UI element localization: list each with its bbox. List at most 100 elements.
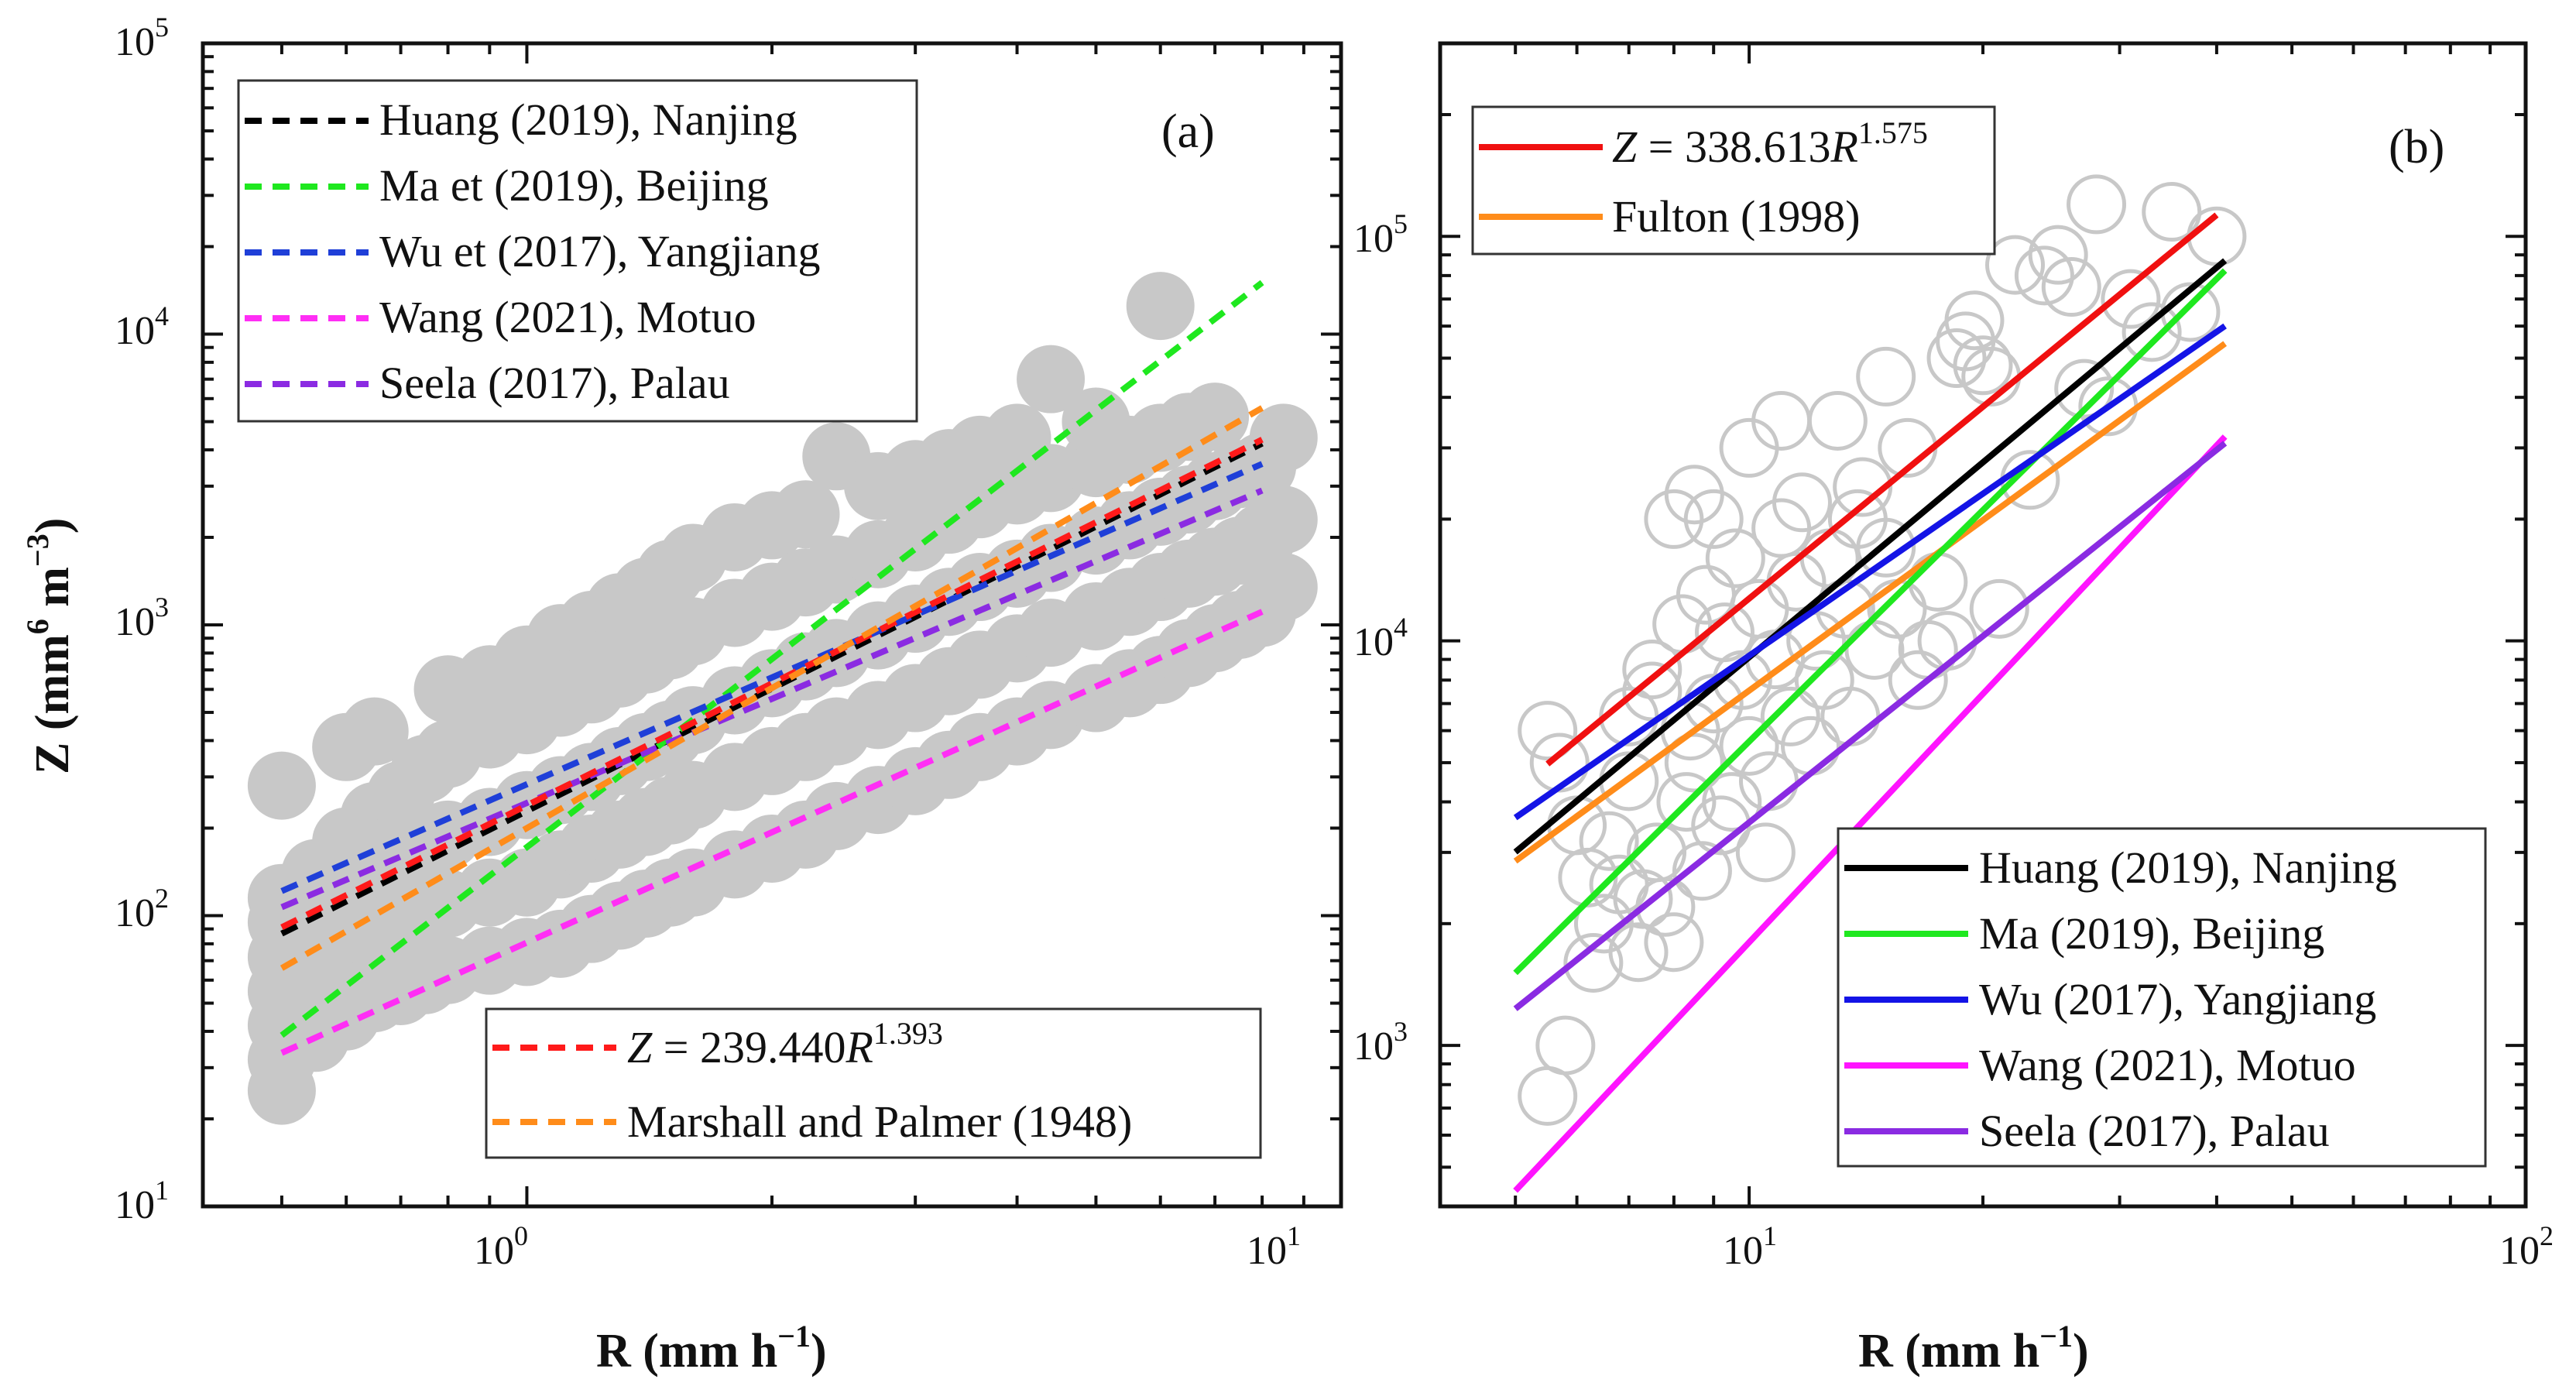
scatter-point xyxy=(1518,701,1578,761)
legend-label: Huang (2019), Nanjing xyxy=(1979,842,2397,893)
panel-b-xtick-label: 101 xyxy=(1723,1220,1777,1273)
scatter-point xyxy=(1953,335,2013,396)
scatter-point xyxy=(1705,528,1765,588)
scatter-point xyxy=(1017,345,1086,413)
panel-b-legend-top-box xyxy=(1471,105,1996,256)
scatter-point xyxy=(1908,551,1968,612)
scatter-point xyxy=(1856,517,1916,578)
scatter-point xyxy=(1820,686,1881,746)
scatter-point xyxy=(1735,822,1796,883)
panel-a-ytick-label: 101 xyxy=(115,1175,169,1227)
fit-line xyxy=(1513,268,2228,976)
fit-line xyxy=(1545,212,2219,767)
scatter-point xyxy=(1751,390,1812,451)
fit-line xyxy=(1513,341,2228,864)
panel-a-fit-lines xyxy=(280,280,1264,1056)
panel-a-ytick-label: 103 xyxy=(115,592,169,644)
scatter-point xyxy=(1664,733,1724,793)
panel-b-ytick-label: 104 xyxy=(1353,612,1408,664)
scatter-point xyxy=(1644,489,1704,549)
panel-b-ytick-label: 105 xyxy=(1353,208,1408,261)
scatter-point xyxy=(2101,269,2161,329)
panel-a-legend-top-box xyxy=(237,79,918,423)
panel-b-legend-bottom: Huang (2019), Nanjing Ma (2019), Beijing… xyxy=(1837,827,2487,1168)
panel-b-ticks xyxy=(1439,42,2527,1208)
scatter-point xyxy=(1249,485,1318,554)
panel-a-legend-top: Huang (2019), Nanjing Ma et (2019), Beij… xyxy=(237,79,918,423)
fit-line xyxy=(280,441,1264,937)
scatter-point xyxy=(1613,869,1673,929)
scatter-point xyxy=(1622,640,1682,700)
panel-a-legend-bottom: Z = 239.440R1.393 Marshall and Palmer (1… xyxy=(485,1007,1262,1159)
scatter-point xyxy=(1926,328,1987,389)
fit-line xyxy=(1513,258,2228,855)
scatter-point xyxy=(2122,302,2182,362)
scatter-point xyxy=(1249,403,1318,472)
legend-label-fit-a: Z = 239.440R1.393 xyxy=(627,1016,943,1072)
fit-line xyxy=(1513,323,2227,821)
panel-a-xtick-label: 100 xyxy=(474,1220,528,1273)
panel-b-xtick-label: 102 xyxy=(2499,1220,2554,1273)
scatter-point xyxy=(247,751,316,820)
scatter-point xyxy=(1683,489,1744,549)
scatter-point xyxy=(2067,174,2127,235)
scatter-point xyxy=(1181,383,1250,451)
scatter-point xyxy=(2142,182,2202,242)
legend-label: Wang (2021), Motuo xyxy=(1979,1040,2356,1090)
scatter-point xyxy=(1126,272,1195,341)
legend-label: Wu (2017), Yangjiang xyxy=(1979,974,2376,1024)
panel-b-fit-lines xyxy=(1513,212,2228,1193)
panel-a-label: (a) xyxy=(1161,105,1215,158)
scatter-point xyxy=(1917,611,1977,671)
fit-line xyxy=(280,609,1264,1056)
panel-b-x-axis-title: R (mm h−1) xyxy=(1858,1319,2089,1378)
scatter-point xyxy=(1529,733,1590,793)
panel-b-ytick-label: 103 xyxy=(1353,1016,1408,1069)
scatter-point xyxy=(1985,235,2046,295)
panel-a-xtick-label: 101 xyxy=(1247,1220,1301,1273)
scatter-point xyxy=(1719,715,1779,776)
legend-label: Seela (2017), Palau xyxy=(379,358,730,408)
scatter-point xyxy=(1772,472,1832,533)
scatter-point xyxy=(1249,553,1318,622)
scatter-point xyxy=(1664,465,1724,525)
fit-line xyxy=(1513,434,2228,1193)
scatter-point xyxy=(1807,390,1868,451)
legend-label: Wu et (2017), Yangjiang xyxy=(379,226,821,276)
scatter-point xyxy=(1794,650,1854,710)
panel-a-ytick-label: 105 xyxy=(115,12,169,64)
scatter-point xyxy=(1888,650,1948,710)
panel-a: 101 102 103 104 105 100 101 R (mm h−1) Z… xyxy=(20,12,1343,1378)
scatter-point xyxy=(1644,912,1704,973)
legend-label-fit-b: Z = 338.613R1.575 xyxy=(1612,115,1928,172)
fit-line xyxy=(1513,441,2228,1011)
scatter-point xyxy=(1608,922,1669,983)
panel-a-x-axis-title: R (mm h−1) xyxy=(596,1319,827,1378)
panel-b-label: (b) xyxy=(2389,121,2444,173)
panel-a-ticks xyxy=(201,42,1343,1208)
legend-label: Wang (2021), Motuo xyxy=(379,292,756,342)
scatter-point xyxy=(1719,417,1779,478)
scatter-point xyxy=(1833,457,1893,517)
legend-label: Seela (2017), Palau xyxy=(1979,1106,2330,1156)
scatter-point xyxy=(1672,841,1732,901)
fit-line xyxy=(280,461,1264,894)
scatter-point xyxy=(340,697,409,766)
legend-label: Ma (2019), Beijing xyxy=(1979,908,2324,959)
scatter-point xyxy=(1535,1015,1596,1076)
fit-line xyxy=(280,280,1264,1038)
legend-label: Fulton (1998) xyxy=(1612,191,1861,242)
scatter-point xyxy=(1760,686,1820,746)
fit-line xyxy=(280,487,1264,911)
panel-a-ytick-label: 104 xyxy=(115,300,169,353)
scatter-point xyxy=(2041,257,2101,317)
panel-a-legend-bottom-box xyxy=(485,1007,1262,1159)
scatter-point xyxy=(1656,772,1717,832)
scatter-point xyxy=(1563,932,1624,993)
panel-a-y-axis-title: Z (mm6 m−3) xyxy=(20,518,79,774)
scatter-point xyxy=(1944,290,2005,351)
panel-a-ytick-label: 102 xyxy=(115,883,169,935)
panel-b: 103 104 105 101 102 R (mm h−1) (b) Z = 3… xyxy=(1353,41,2554,1378)
scatter-point xyxy=(1856,346,1916,407)
